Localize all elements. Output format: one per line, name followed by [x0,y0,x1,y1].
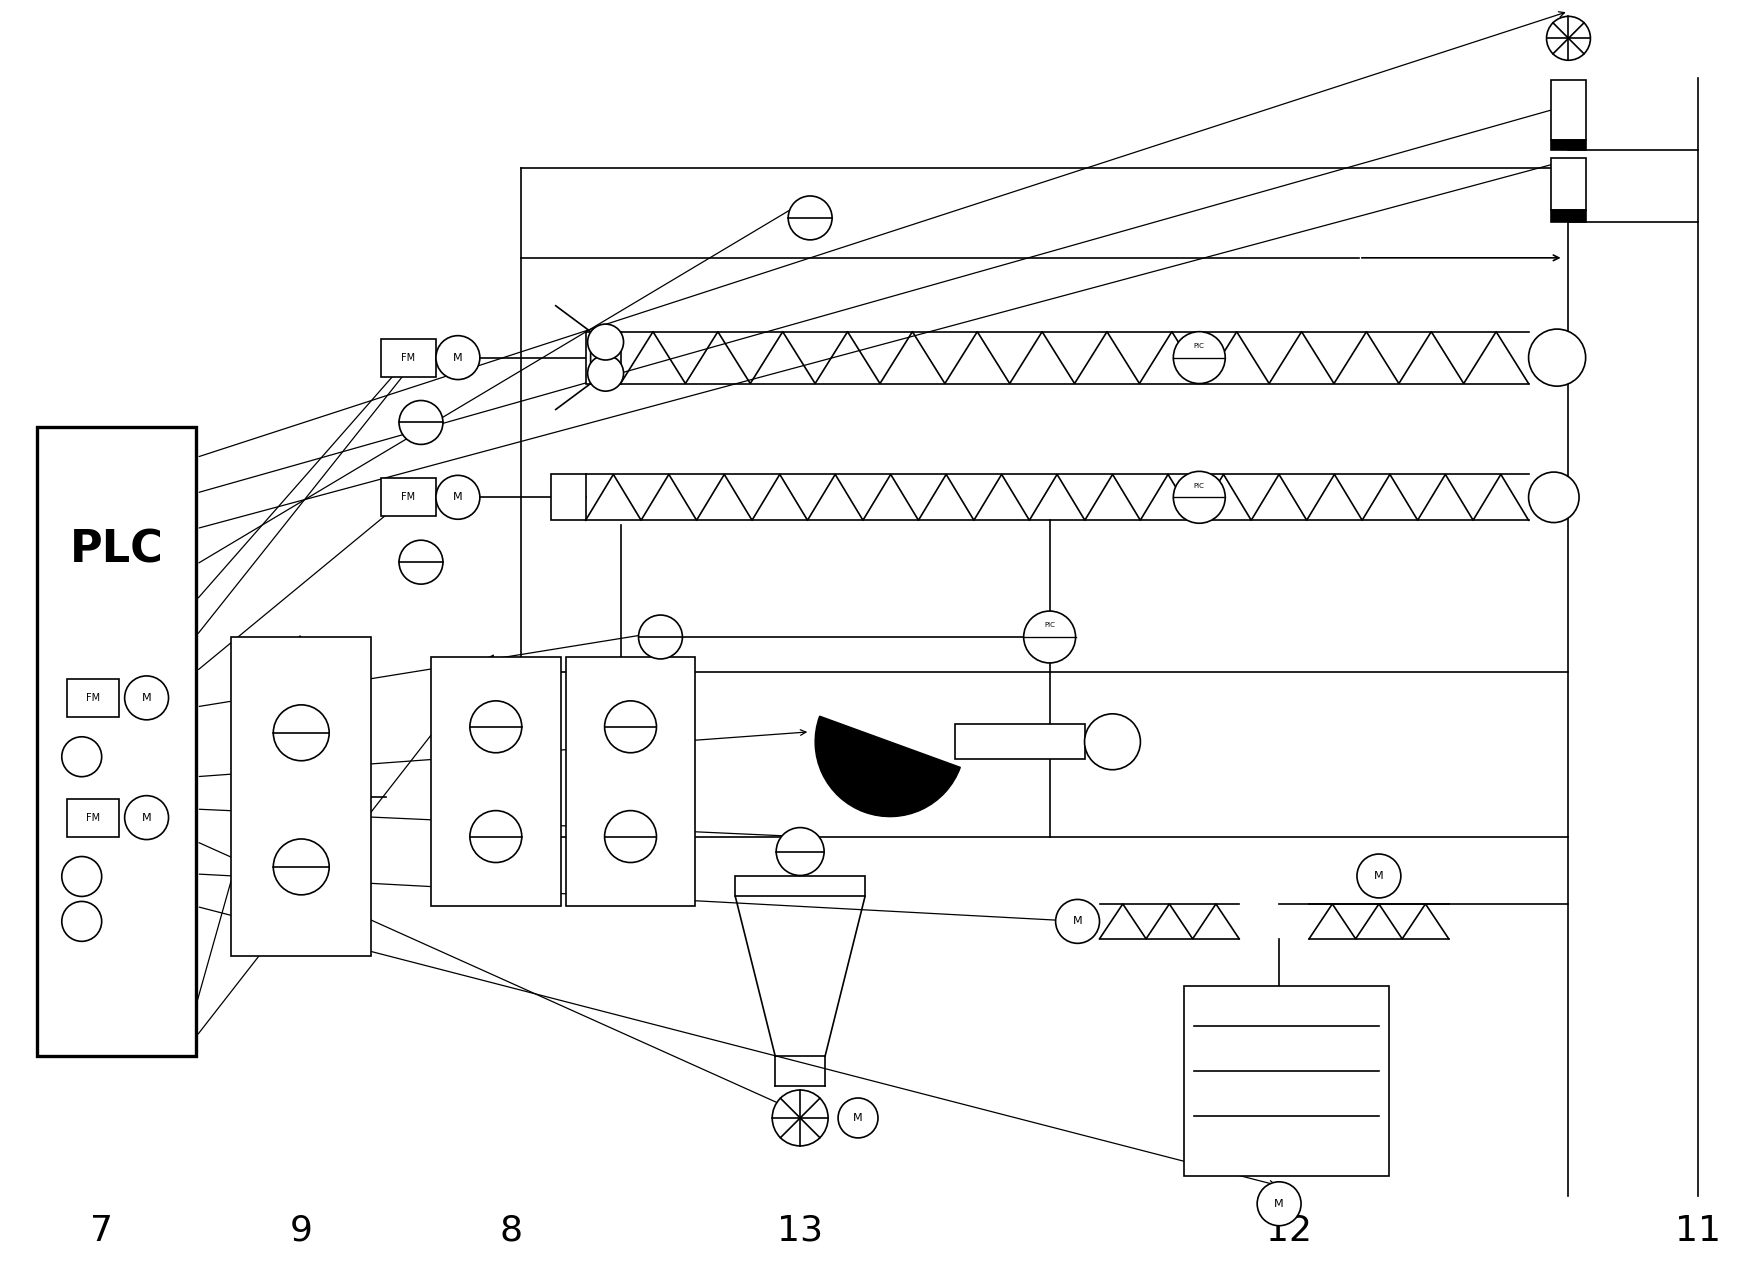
Circle shape [605,701,656,752]
Circle shape [435,336,479,379]
Text: M: M [1072,917,1082,926]
Bar [381,338,435,377]
Circle shape [587,324,624,360]
Circle shape [399,401,442,444]
Circle shape [1545,17,1589,60]
Circle shape [788,195,832,240]
Bar [551,474,586,520]
Text: 8: 8 [498,1213,523,1248]
Text: M: M [853,1114,862,1122]
Text: M: M [1374,871,1383,881]
Circle shape [273,839,329,895]
Circle shape [776,827,823,876]
Bar [1550,158,1585,209]
Text: FM: FM [86,693,100,702]
Bar [565,656,696,907]
Text: PLC: PLC [70,529,164,571]
Circle shape [61,857,101,896]
Circle shape [605,811,656,862]
Text: PIC: PIC [1194,483,1204,489]
Circle shape [399,540,442,584]
Text: M: M [1274,1199,1283,1209]
Text: PIC: PIC [1044,622,1054,628]
Wedge shape [815,716,960,816]
Circle shape [1356,854,1400,898]
Circle shape [61,902,101,941]
Circle shape [837,1098,877,1138]
Bar [734,876,865,896]
Text: FM: FM [402,352,416,363]
Text: 11: 11 [1675,1213,1720,1248]
Circle shape [1056,899,1099,944]
Text: FM: FM [402,493,416,502]
Text: M: M [453,352,463,363]
Bar [1550,209,1585,222]
Bar [66,679,119,716]
Text: M: M [453,493,463,502]
Circle shape [470,701,521,752]
Text: 7: 7 [91,1213,114,1248]
Circle shape [587,355,624,391]
Text: FM: FM [86,812,100,822]
Circle shape [470,811,521,862]
Text: 9: 9 [290,1213,313,1248]
Bar [231,637,371,956]
Circle shape [1528,472,1578,522]
Circle shape [773,1091,827,1145]
Text: 13: 13 [776,1213,823,1248]
Circle shape [435,475,479,520]
Circle shape [124,676,168,720]
Circle shape [1528,329,1585,386]
Text: M: M [142,812,152,822]
Bar [1550,140,1585,151]
Bar [1550,80,1585,140]
Bar [381,479,435,516]
Circle shape [1257,1181,1301,1226]
Circle shape [1173,471,1225,524]
Text: 12: 12 [1266,1213,1311,1248]
Circle shape [61,737,101,776]
Bar [586,332,621,383]
Circle shape [638,616,682,659]
Bar [954,724,1084,760]
Text: M: M [142,693,152,702]
Text: PIC: PIC [1194,344,1204,349]
Circle shape [1084,714,1140,770]
Circle shape [124,796,168,839]
Circle shape [1023,612,1075,663]
Bar [430,656,561,907]
Bar [66,798,119,836]
Circle shape [273,705,329,761]
Polygon shape [556,305,591,410]
Circle shape [1173,332,1225,383]
Bar [37,428,196,1056]
Bar [1183,986,1388,1176]
